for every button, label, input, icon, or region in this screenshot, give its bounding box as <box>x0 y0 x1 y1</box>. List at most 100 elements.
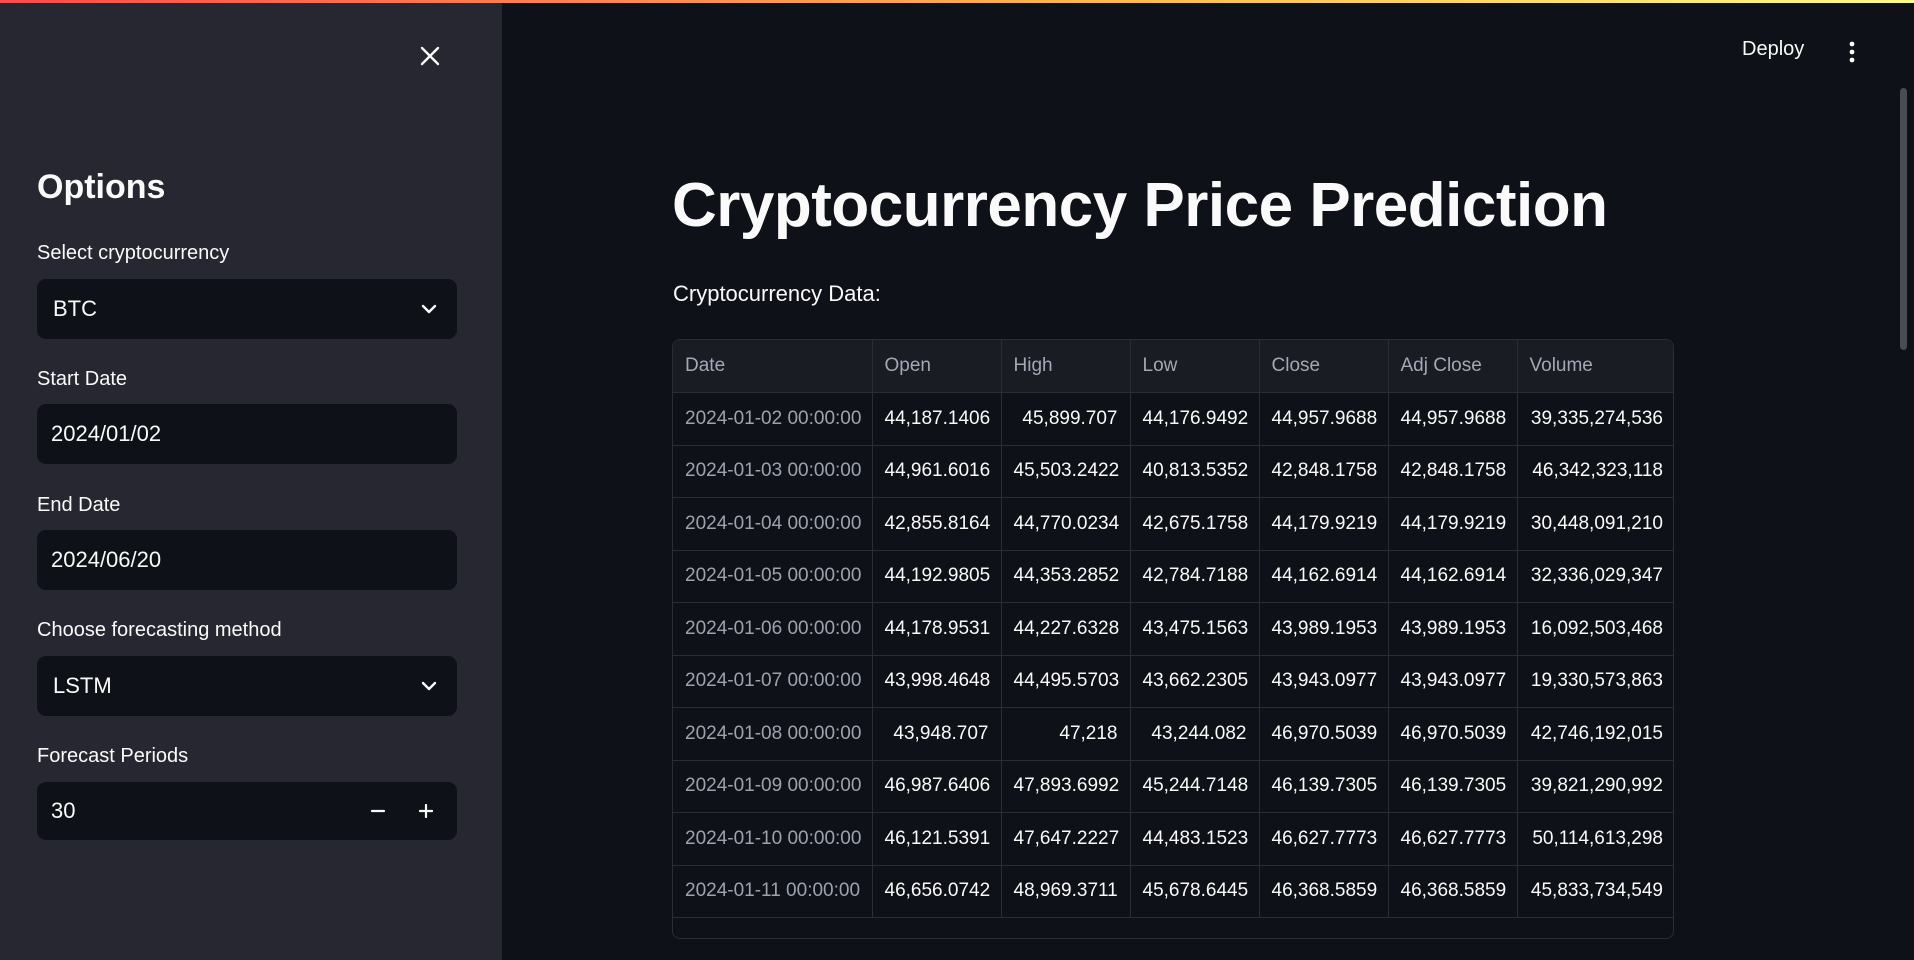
table-cell[interactable]: 44,162.6914 <box>1259 550 1389 603</box>
page-scrollbar[interactable] <box>1900 88 1907 350</box>
decrement-button[interactable] <box>365 798 391 824</box>
table-cell[interactable]: 45,503.2422 <box>1001 445 1131 498</box>
table-cell[interactable]: 48,969.3711 <box>1001 865 1131 918</box>
column-header[interactable]: Low <box>1130 340 1260 393</box>
table-cell[interactable]: 46,368.5859 <box>1388 865 1518 918</box>
table-row[interactable]: 2024-01-08 00:00:00 43,948.707 47,218 43,24… <box>673 707 1673 761</box>
end-date-input[interactable]: 2024/06/20 <box>37 530 457 590</box>
table-cell[interactable]: 46,342,323,118 <box>1517 445 1673 498</box>
table-cell[interactable]: 46,368.5859 <box>1259 865 1389 918</box>
table-cell[interactable]: 42,675.1758 <box>1130 497 1260 551</box>
table-cell[interactable]: 47,647.2227 <box>1001 812 1131 866</box>
table-cell[interactable]: 47,893.6992 <box>1001 760 1131 813</box>
table-cell[interactable]: 47,218 <box>1001 707 1131 761</box>
date-cell[interactable]: 2024-01-11 00:00:00 <box>673 865 873 918</box>
table-cell[interactable]: 40,813.5352 <box>1130 445 1260 498</box>
column-header[interactable]: Close <box>1259 340 1389 393</box>
table-cell[interactable]: 44,179.9219 <box>1388 497 1518 551</box>
table-cell[interactable]: 44,957.9688 <box>1388 392 1518 446</box>
table-row[interactable]: 2024-01-09 00:00:00 46,987.6406 47,893.699… <box>673 760 1673 813</box>
table-cell[interactable]: 43,989.1953 <box>1388 602 1518 656</box>
table-cell[interactable]: 43,989.1953 <box>1259 602 1389 656</box>
table-cell[interactable]: 43,943.0977 <box>1259 655 1389 708</box>
date-cell[interactable]: 2024-01-08 00:00:00 <box>673 707 873 761</box>
table-cell[interactable]: 44,227.6328 <box>1001 602 1131 656</box>
table-cell[interactable]: 45,899.707 <box>1001 392 1131 446</box>
table-cell[interactable]: 19,330,573,863 <box>1517 655 1673 708</box>
close-sidebar-button[interactable] <box>414 40 446 72</box>
crypto-data-table[interactable]: Date Open High Low Close Adj Close Volume 2024… <box>672 339 1674 939</box>
crypto-select[interactable]: BTC <box>37 279 457 339</box>
date-cell[interactable]: 2024-01-05 00:00:00 <box>673 550 873 603</box>
main-menu-button[interactable] <box>1840 38 1864 66</box>
table-cell[interactable]: 46,627.7773 <box>1259 812 1389 866</box>
table-cell[interactable]: 44,353.2852 <box>1001 550 1131 603</box>
table-cell[interactable]: 43,998.4648 <box>872 655 1002 708</box>
table-cell[interactable]: 44,192.9805 <box>872 550 1002 603</box>
forecast-periods-stepper[interactable]: 30 <box>37 782 457 840</box>
table-cell[interactable]: 44,957.9688 <box>1259 392 1389 446</box>
table-cell[interactable]: 46,139.7305 <box>1259 760 1389 813</box>
date-cell[interactable]: 2024-01-07 00:00:00 <box>673 655 873 708</box>
table-cell[interactable]: 43,943.0977 <box>1388 655 1518 708</box>
table-row[interactable]: 2024-01-02 00:00:00 44,187.1406 45,899.707… <box>673 392 1673 446</box>
table-cell[interactable]: 44,961.6016 <box>872 445 1002 498</box>
table-cell[interactable]: 43,662.2305 <box>1130 655 1260 708</box>
date-cell[interactable]: 2024-01-09 00:00:00 <box>673 760 873 813</box>
table-cell[interactable]: 42,848.1758 <box>1388 445 1518 498</box>
table-cell[interactable]: 46,987.6406 <box>872 760 1002 813</box>
table-cell[interactable]: 46,627.7773 <box>1388 812 1518 866</box>
method-select[interactable]: LSTM <box>37 656 457 716</box>
table-cell[interactable]: 32,336,029,347 <box>1517 550 1673 603</box>
date-cell[interactable]: 2024-01-04 00:00:00 <box>673 497 873 551</box>
column-header[interactable]: High <box>1001 340 1131 393</box>
table-cell[interactable]: 44,178.9531 <box>872 602 1002 656</box>
table-cell[interactable]: 46,970.5039 <box>1388 707 1518 761</box>
table-cell[interactable]: 45,244.7148 <box>1130 760 1260 813</box>
table-cell[interactable]: 44,770.0234 <box>1001 497 1131 551</box>
table-cell[interactable]: 42,855.8164 <box>872 497 1002 551</box>
table-row[interactable]: 2024-01-04 00:00:00 42,855.8164 44,770.023… <box>673 497 1673 551</box>
table-row[interactable]: 2024-01-05 00:00:00 44,192.9805 44,353.285… <box>673 550 1673 603</box>
table-row[interactable]: 2024-01-03 00:00:00 44,961.6016 45,503.242… <box>673 445 1673 498</box>
date-cell[interactable]: 2024-01-03 00:00:00 <box>673 445 873 498</box>
column-header[interactable]: Adj Close <box>1388 340 1518 393</box>
table-cell[interactable]: 42,746,192,015 <box>1517 707 1673 761</box>
table-cell[interactable]: 44,162.6914 <box>1388 550 1518 603</box>
table-cell[interactable]: 46,656.0742 <box>872 865 1002 918</box>
table-cell[interactable]: 16,092,503,468 <box>1517 602 1673 656</box>
table-row[interactable]: 2024-01-11 00:00:00 46,656.0742 48,969.371… <box>673 865 1673 918</box>
column-header[interactable]: Volume <box>1517 340 1673 393</box>
column-header[interactable]: Date <box>673 340 873 393</box>
table-cell[interactable]: 39,821,290,992 <box>1517 760 1673 813</box>
increment-button[interactable] <box>413 798 439 824</box>
column-header[interactable]: Open <box>872 340 1002 393</box>
table-cell[interactable]: 43,244.082 <box>1130 707 1260 761</box>
table-cell[interactable]: 39,335,274,536 <box>1517 392 1673 446</box>
deploy-button[interactable]: Deploy <box>1742 38 1805 60</box>
table-cell[interactable]: 44,176.9492 <box>1130 392 1260 446</box>
table-cell[interactable]: 44,495.5703 <box>1001 655 1131 708</box>
table-cell[interactable]: 45,833,734,549 <box>1517 865 1673 918</box>
table-row[interactable]: 2024-01-07 00:00:00 43,998.4648 44,495.570… <box>673 655 1673 708</box>
table-cell[interactable]: 46,970.5039 <box>1259 707 1389 761</box>
table-row[interactable]: 2024-01-06 00:00:00 44,178.9531 44,227.632… <box>673 602 1673 656</box>
table-cell[interactable]: 42,848.1758 <box>1259 445 1389 498</box>
date-cell[interactable]: 2024-01-02 00:00:00 <box>673 392 873 446</box>
table-cell[interactable]: 43,948.707 <box>872 707 1002 761</box>
start-date-input[interactable]: 2024/01/02 <box>37 404 457 464</box>
table-cell[interactable]: 46,139.7305 <box>1388 760 1518 813</box>
date-cell[interactable]: 2024-01-06 00:00:00 <box>673 602 873 656</box>
table-cell[interactable]: 30,448,091,210 <box>1517 497 1673 551</box>
table-cell[interactable]: 45,678.6445 <box>1130 865 1260 918</box>
table-cell[interactable]: 44,179.9219 <box>1259 497 1389 551</box>
table-cell[interactable]: 44,483.1523 <box>1130 812 1260 866</box>
table-row[interactable]: 2024-01-10 00:00:00 46,121.5391 47,647.222… <box>673 812 1673 866</box>
table-cell[interactable]: 44,187.1406 <box>872 392 1002 446</box>
table-cell[interactable]: 43,475.1563 <box>1130 602 1260 656</box>
date-cell[interactable]: 2024-01-10 00:00:00 <box>673 812 873 866</box>
crypto-select-value: BTC <box>53 296 97 321</box>
table-cell[interactable]: 42,784.7188 <box>1130 550 1260 603</box>
table-cell[interactable]: 50,114,613,298 <box>1517 812 1673 866</box>
table-cell[interactable]: 46,121.5391 <box>872 812 1002 866</box>
